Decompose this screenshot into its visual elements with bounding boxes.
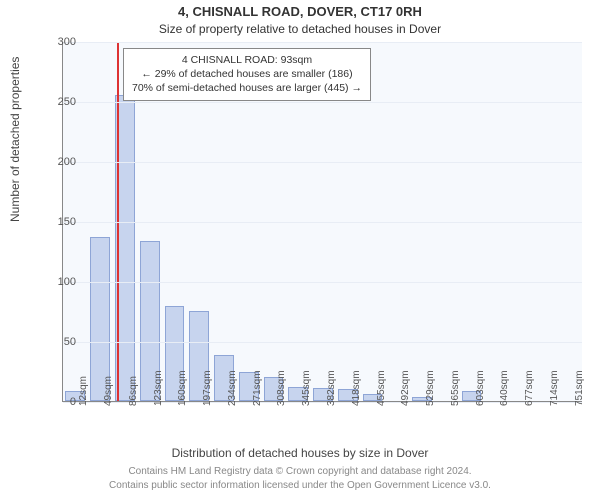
y-tick-label: 200 <box>40 156 76 168</box>
chart-container: 4, CHISNALL ROAD, DOVER, CT17 0RH Size o… <box>0 0 600 500</box>
x-tick-label: 12sqm <box>78 376 89 406</box>
y-tick-label: 150 <box>40 216 76 228</box>
x-tick-label: 455sqm <box>376 370 387 406</box>
x-tick-label: 123sqm <box>153 370 164 406</box>
x-tick-label: 677sqm <box>524 370 535 406</box>
y-tick-label: 250 <box>40 96 76 108</box>
x-tick-label: 234sqm <box>227 370 238 406</box>
gridline <box>63 102 582 103</box>
x-tick-label: 197sqm <box>202 370 213 406</box>
gridline <box>63 42 582 43</box>
x-tick-label: 49sqm <box>103 376 114 406</box>
x-tick-label: 565sqm <box>450 370 461 406</box>
chart-title: 4, CHISNALL ROAD, DOVER, CT17 0RH <box>0 4 600 19</box>
callout-line3: 70% of semi-detached houses are larger (… <box>132 81 362 95</box>
x-axis-title: Distribution of detached houses by size … <box>0 446 600 460</box>
credit-line-2: Contains public sector information licen… <box>0 480 600 491</box>
y-tick-label: 300 <box>40 36 76 48</box>
gridline <box>63 342 582 343</box>
callout-line2: ← 29% of detached houses are smaller (18… <box>132 67 362 81</box>
x-tick-label: 160sqm <box>177 370 188 406</box>
plot-area: 4 CHISNALL ROAD: 93sqm ← 29% of detached… <box>62 42 582 402</box>
gridline <box>63 222 582 223</box>
x-tick-label: 271sqm <box>252 370 263 406</box>
x-tick-label: 714sqm <box>549 370 560 406</box>
x-tick-label: 640sqm <box>499 370 510 406</box>
x-tick-label: 308sqm <box>276 370 287 406</box>
y-tick-label: 100 <box>40 276 76 288</box>
x-tick-label: 751sqm <box>574 370 585 406</box>
callout-box: 4 CHISNALL ROAD: 93sqm ← 29% of detached… <box>123 48 371 101</box>
callout-line1: 4 CHISNALL ROAD: 93sqm <box>132 53 362 67</box>
y-axis-title: Number of detached properties <box>8 57 22 222</box>
y-tick-label: 50 <box>40 336 76 348</box>
chart-subtitle: Size of property relative to detached ho… <box>0 22 600 36</box>
x-tick-label: 418sqm <box>351 370 362 406</box>
y-tick-label: 0 <box>40 396 76 408</box>
x-tick-label: 86sqm <box>128 376 139 406</box>
gridline <box>63 282 582 283</box>
x-tick-label: 529sqm <box>425 370 436 406</box>
credit-line-1: Contains HM Land Registry data © Crown c… <box>0 466 600 477</box>
x-tick-label: 492sqm <box>400 370 411 406</box>
gridline <box>63 162 582 163</box>
x-tick-label: 345sqm <box>301 370 312 406</box>
x-tick-label: 382sqm <box>326 370 337 406</box>
x-tick-label: 603sqm <box>475 370 486 406</box>
